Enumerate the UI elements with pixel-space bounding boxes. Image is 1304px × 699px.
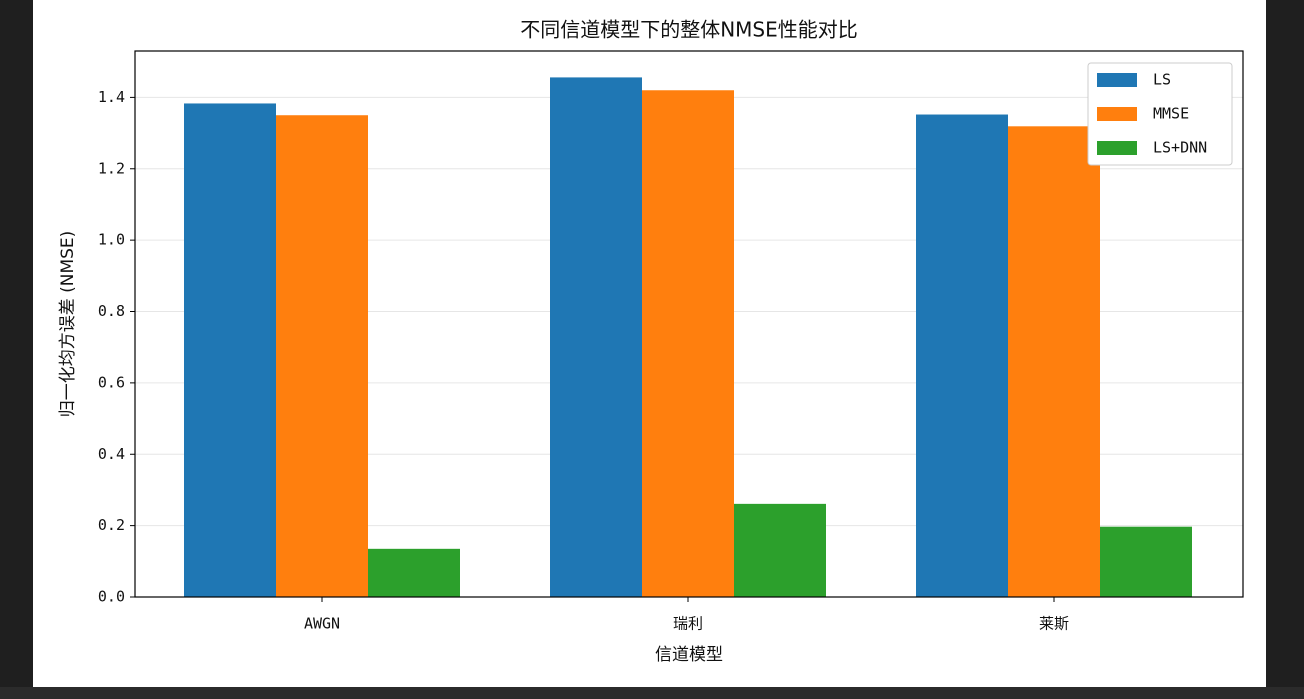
y-tick-label: 1.0 [98, 231, 125, 249]
bar [1008, 126, 1100, 598]
y-tick-label: 1.4 [98, 88, 125, 106]
y-tick-label: 0.2 [98, 516, 125, 534]
bar [276, 115, 368, 597]
x-tick-label: 瑞利 [673, 615, 703, 633]
legend-label: MMSE [1153, 105, 1189, 123]
x-axis-label: 信道模型 [655, 645, 723, 665]
legend-box [1087, 62, 1233, 166]
bar [1100, 526, 1192, 597]
y-tick-label: 0.6 [98, 373, 125, 391]
legend-label: LS+DNN [1153, 139, 1207, 157]
x-tick-label: 莱斯 [1039, 615, 1069, 633]
bar [184, 103, 276, 597]
bar [916, 114, 1008, 597]
bar [642, 90, 734, 597]
y-tick-label: 0.8 [98, 302, 125, 320]
plot-frame [134, 50, 1244, 598]
bar [368, 548, 460, 597]
legend-label: LS [1153, 71, 1171, 89]
legend-swatch [1097, 107, 1137, 121]
y-tick-label: 0.0 [98, 588, 125, 606]
legend-swatch [1097, 73, 1137, 87]
legend-swatch [1097, 141, 1137, 155]
bar [550, 77, 642, 598]
y-tick-label: 0.4 [98, 445, 125, 463]
chart-title: 不同信道模型下的整体NMSE性能对比 [520, 18, 858, 42]
x-tick-label: AWGN [304, 615, 340, 633]
y-tick-label: 1.2 [98, 159, 125, 177]
status-strip [0, 687, 1304, 699]
y-axis-label: 归一化均方误差 (NMSE) [58, 231, 78, 418]
bar [734, 503, 826, 597]
